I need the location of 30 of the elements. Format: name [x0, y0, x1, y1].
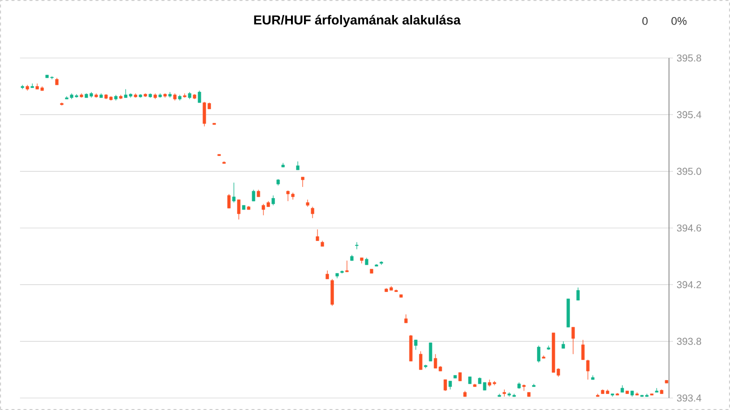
- candlestick: [232, 182, 236, 203]
- candlestick: [419, 350, 422, 370]
- y-tick-label: 395.8: [676, 54, 702, 62]
- candlestick: [198, 90, 202, 103]
- candlestick: [237, 199, 240, 220]
- candlestick: [414, 340, 418, 350]
- y-tick-label: 393.4: [676, 394, 702, 402]
- candlestick: [272, 195, 275, 206]
- y-tick-label: 393.8: [676, 338, 702, 345]
- candlestick: [576, 287, 580, 301]
- candlestick: [572, 326, 575, 354]
- candlestick: [428, 342, 432, 362]
- candlestick: [522, 384, 526, 392]
- text: 0%: [671, 17, 687, 25]
- candlestick: [444, 379, 447, 392]
- candlestick: [345, 260, 349, 272]
- candlestick: [301, 176, 304, 188]
- candlestick: [310, 206, 314, 218]
- candlestick: [586, 359, 590, 380]
- y-tick-label: 395.4: [676, 111, 702, 118]
- candlestick: [581, 340, 585, 360]
- y-tick-label: 394.2: [676, 281, 702, 288]
- y-tick-label: 394.6: [676, 224, 702, 232]
- candlestick: [537, 345, 540, 363]
- chart-title: EUR/HUF árfolyamának alakulása: [254, 14, 461, 28]
- candlestick: [316, 229, 320, 242]
- candlestick: [252, 189, 256, 202]
- candlestick: [227, 194, 231, 208]
- text: 0: [642, 17, 648, 25]
- y-tick-label: 395.0: [676, 168, 702, 175]
